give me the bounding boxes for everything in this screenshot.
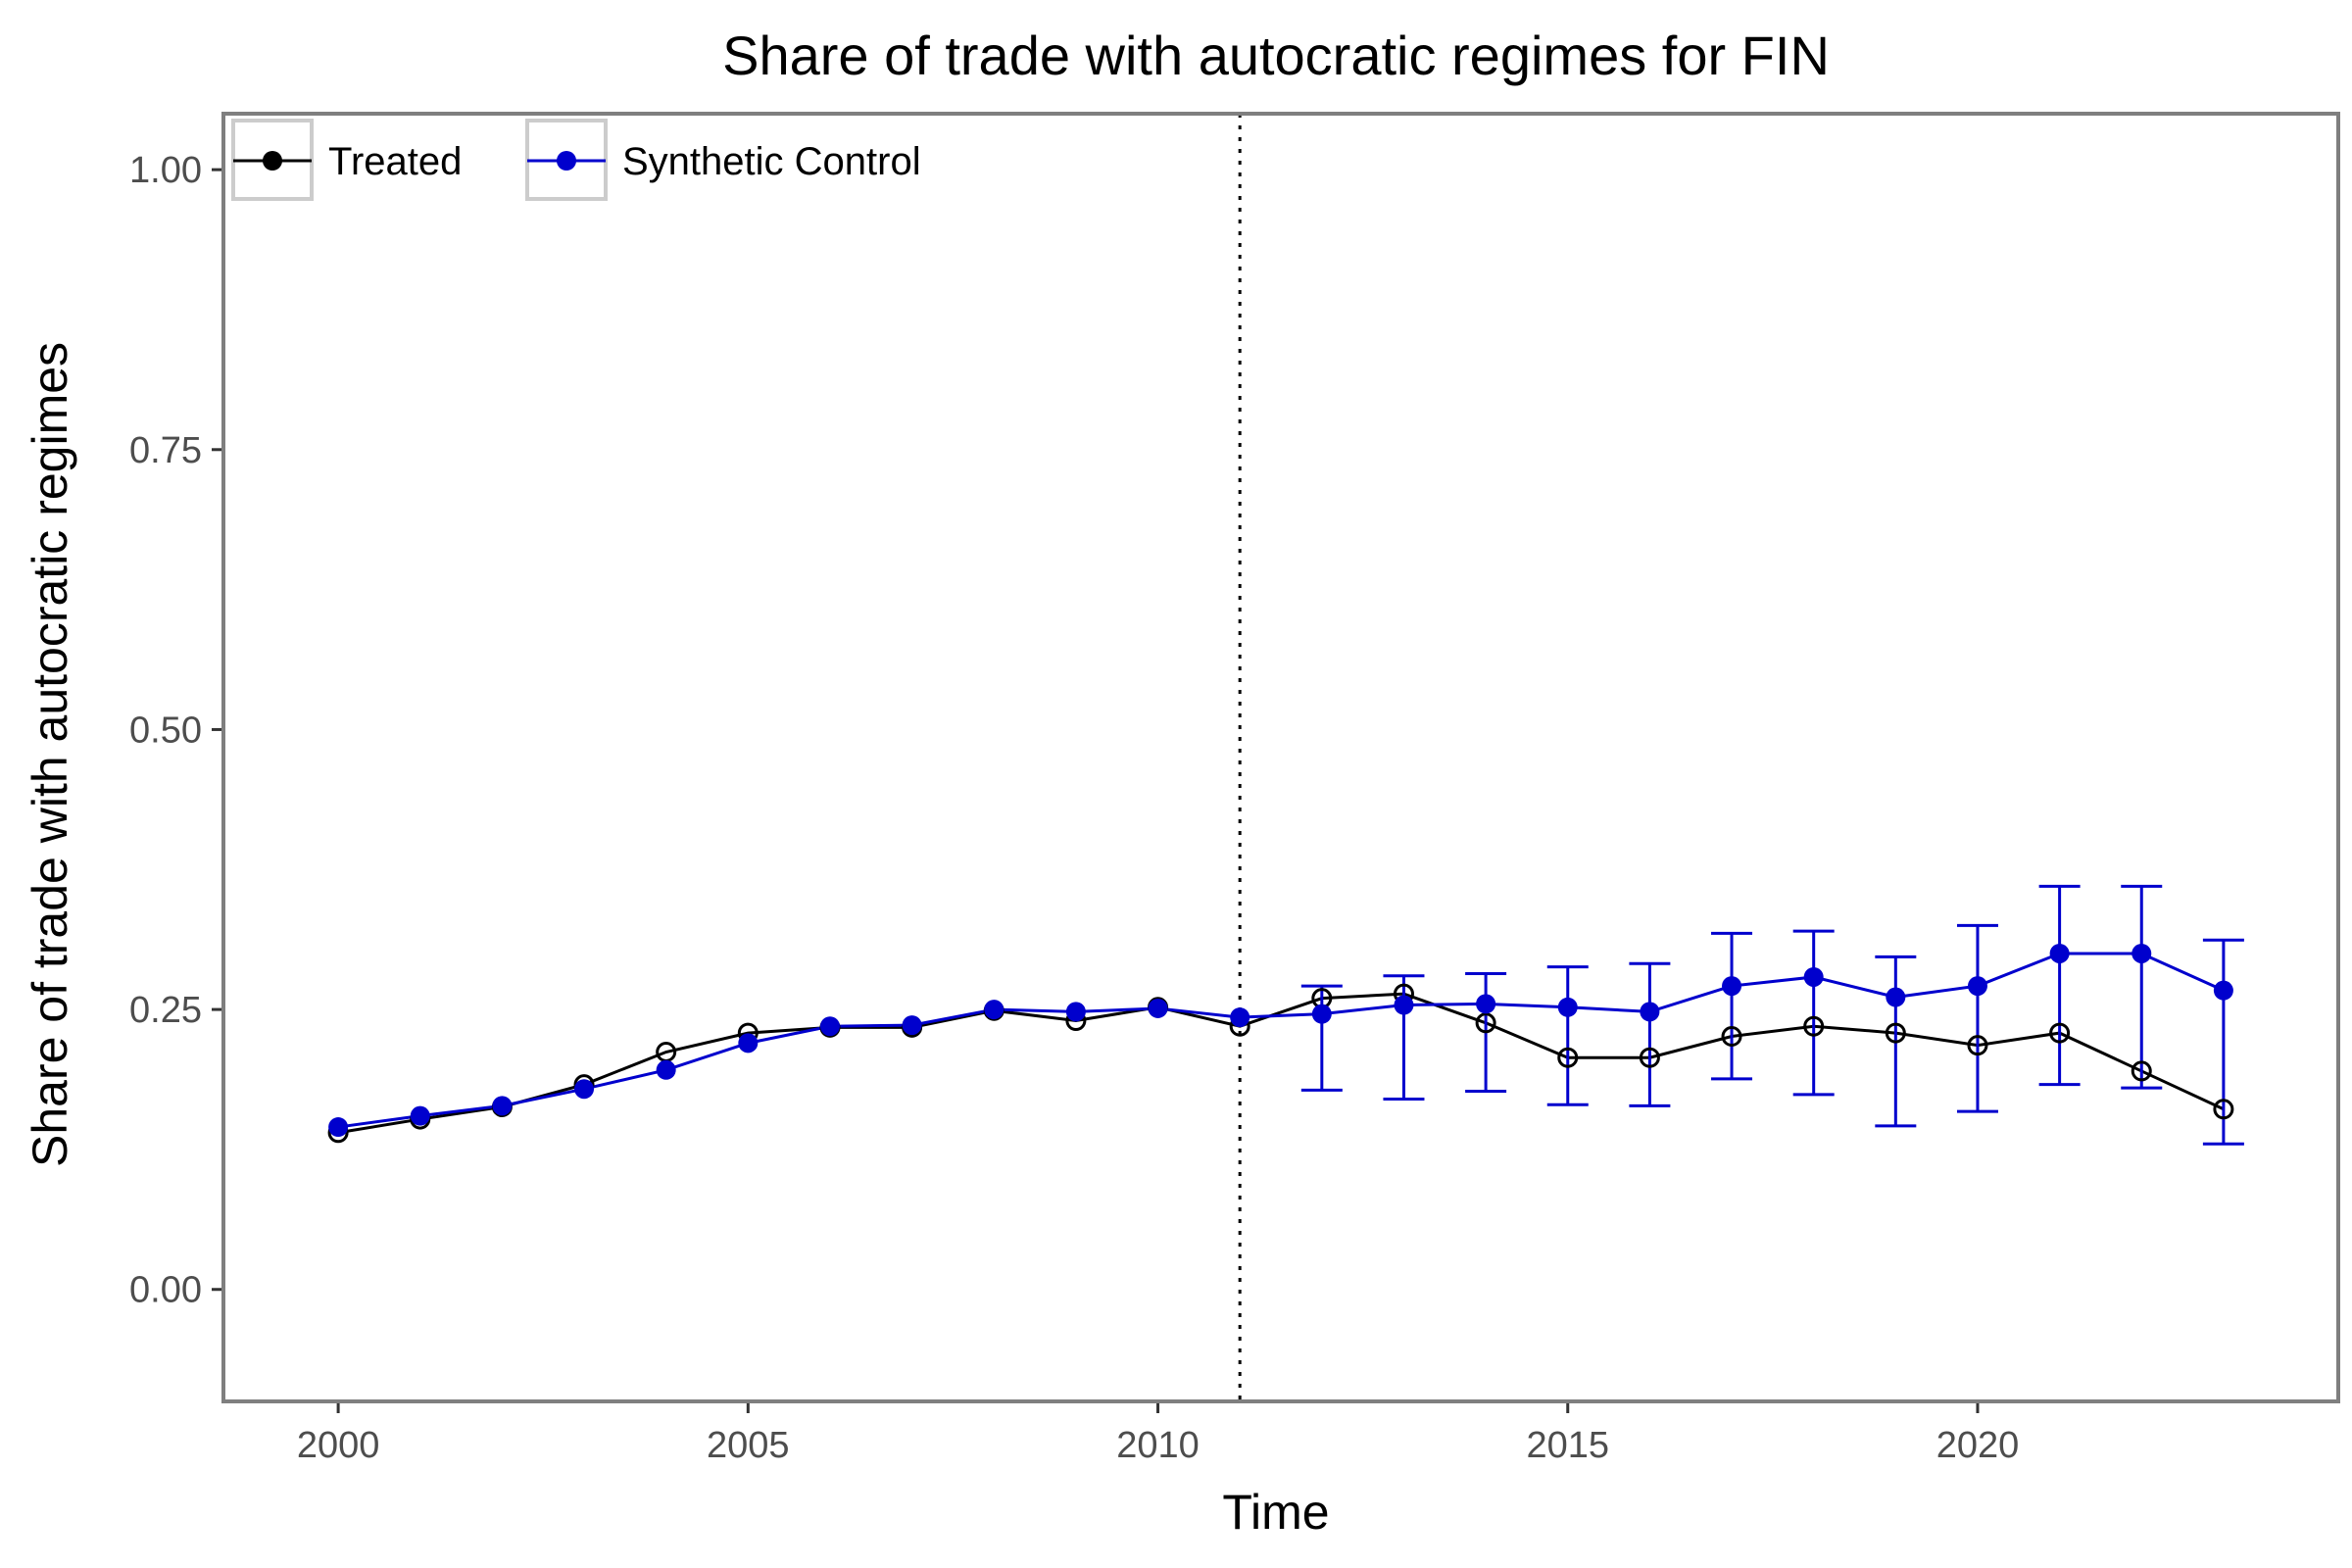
synthetic-control-point [1065, 1002, 1086, 1022]
synthetic-control-point [2049, 943, 2070, 963]
synthetic-control-point [738, 1033, 759, 1054]
synthetic-control-point [1394, 995, 1414, 1015]
synthetic-control-point [902, 1015, 922, 1036]
synthetic-control-point [819, 1016, 840, 1037]
legend-label-treated: Treated [328, 140, 462, 183]
treated-point [1803, 1015, 1825, 1037]
synthetic-control-point [492, 1096, 513, 1116]
legend-label-synthetic-control: Synthetic Control [622, 140, 921, 183]
plot-area: 0.00 0.25 0.50 0.75 1.00 2000 2005 2010 2015 2020 [129, 112, 2340, 1466]
synthetic-control-series-line [337, 952, 2225, 1129]
legend-key-treated-point [263, 151, 282, 171]
synthetic-control-point [1230, 1007, 1250, 1028]
legend-key-synthetic-point [557, 151, 576, 171]
y-tick-label: 0.25 [129, 990, 202, 1031]
synthetic-control-point [1722, 976, 1742, 997]
synthetic-control-point [1311, 1004, 1332, 1024]
synthetic-control-point [2213, 980, 2233, 1001]
synthetic-control-point [574, 1079, 595, 1100]
legend-background [227, 116, 992, 214]
x-tick-label: 2015 [1526, 1425, 1609, 1466]
synthetic-control-point [2132, 943, 2152, 963]
x-tick-label: 2010 [1116, 1425, 1200, 1466]
chart-title: Share of trade with autocratic regimes f… [722, 24, 1830, 86]
synthetic-control-point [656, 1059, 676, 1080]
treated-series-line [337, 992, 2225, 1135]
synthetic-control-point [1557, 997, 1578, 1017]
synthetic-control-point [1148, 998, 1168, 1018]
synthetic-control-point [1967, 976, 1987, 997]
synthetic-control-point [1476, 994, 1496, 1014]
y-tick-label: 0.75 [129, 430, 202, 471]
synthetic-control-point [410, 1105, 430, 1126]
legend: Treated Synthetic Control [227, 116, 992, 214]
y-tick-label: 1.00 [129, 150, 202, 191]
treated-point [1721, 1026, 1742, 1048]
synthetic-control-point [1803, 966, 1824, 987]
treated-point [1475, 1012, 1496, 1034]
treated-point [2049, 1022, 2071, 1044]
y-axis-title: Share of trade with autocratic regimes [23, 342, 77, 1167]
synthetic-control-point [1886, 987, 1906, 1007]
treated-point [2131, 1060, 2152, 1082]
synthetic-control-point [328, 1117, 349, 1138]
y-tick-label: 0.00 [129, 1270, 202, 1311]
treated-point [2213, 1099, 2234, 1120]
x-tick-label: 2000 [297, 1425, 380, 1466]
treated-point [1557, 1047, 1579, 1068]
synthetic-control-point [1640, 1002, 1660, 1022]
panel-border [221, 112, 2340, 1403]
treated-point [1639, 1047, 1660, 1068]
x-tick-label: 2005 [707, 1425, 790, 1466]
x-axis-title: Time [1222, 1485, 1329, 1540]
synthetic-control-point [984, 1000, 1004, 1020]
treated-point [1885, 1022, 1906, 1044]
treated-point [1967, 1035, 1988, 1056]
y-tick-label: 0.50 [129, 710, 202, 751]
x-tick-label: 2020 [1936, 1425, 2020, 1466]
